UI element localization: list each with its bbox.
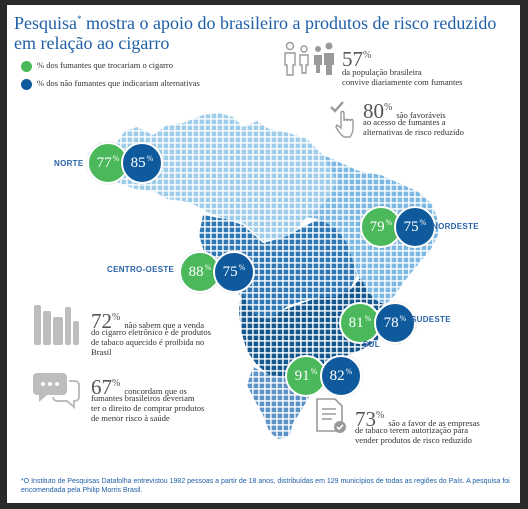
stat-67-text: fumantes brasileiros deveriam ter o direi…	[91, 393, 205, 423]
region-label-centro-oeste: CENTRO-OESTE	[107, 265, 175, 274]
stat-80: 80% são favoráveis	[363, 97, 446, 123]
centro-oeste-nao-fumantes-circle: 75%	[213, 251, 255, 293]
stat-80-value: 80%	[363, 99, 393, 123]
footnote: *O Instituto de Pesquisas Datafolha entr…	[21, 478, 510, 494]
sul-fumantes-value: 91%	[294, 367, 318, 384]
stat-72-text: do cigarro eletrônico e de produtos de ta…	[91, 327, 212, 357]
legend-item-fumantes: % dos fumantes que trocariam o cigarro	[21, 60, 173, 72]
hand-check-icon	[330, 101, 354, 138]
stat-57-text: da população brasileira convive diariamen…	[342, 67, 463, 87]
legend-label-fumantes: % dos fumantes que trocariam o cigarro	[37, 60, 173, 70]
document-check-icon	[316, 398, 346, 433]
centro-oeste-fumantes-value: 88%	[188, 263, 212, 280]
norte-nao-fumantes-circle: 85%	[121, 142, 163, 184]
sudeste-nao-fumantes-circle: 78%	[374, 302, 416, 344]
stat-72: 72% não sabem que a venda	[91, 307, 204, 333]
norte-fumantes-value: 77%	[96, 154, 120, 171]
region-label-sudeste: SUDESTE	[411, 315, 451, 324]
stat-57-value: 57%	[342, 47, 372, 71]
page-title: Pesquisa* mostra o apoio do brasileiro a…	[14, 13, 497, 53]
stat-57: 57%	[342, 45, 371, 70]
centro-oeste-nao-fumantes-value: 75%	[222, 263, 246, 280]
stat-73: 73% são a favor de as empresas	[355, 405, 480, 431]
stat-73-value: 73%	[355, 407, 385, 431]
region-label-sul: SUL	[363, 340, 380, 349]
speech-bubbles-icon	[33, 373, 80, 409]
nordeste-nao-fumantes-circle: 75%	[394, 206, 436, 248]
sudeste-fumantes-value: 81%	[348, 314, 372, 331]
stat-67-text-line1: concordam que os	[124, 386, 187, 396]
sudeste-nao-fumantes-value: 78%	[383, 314, 407, 331]
legend-swatch-green	[21, 60, 32, 72]
stat-72-value: 72%	[91, 309, 121, 333]
devices-icon	[34, 305, 79, 345]
norte-nao-fumantes-value: 85%	[130, 154, 154, 171]
stat-80-text: ao acesso de fumantes a alternativas de r…	[363, 117, 464, 137]
stat-80-text-line1: são favoráveis	[396, 110, 446, 120]
sul-nao-fumantes-circle: 82%	[320, 355, 362, 397]
stat-73-text: de tabaco terem autorização para vender p…	[355, 425, 472, 445]
stat-67: 67% concordam que os	[91, 373, 187, 399]
nordeste-fumantes-value: 79%	[369, 218, 393, 235]
nordeste-nao-fumantes-value: 75%	[403, 218, 427, 235]
infographic-card: Pesquisa* mostra o apoio do brasileiro a…	[7, 5, 520, 503]
sul-nao-fumantes-value: 82%	[329, 367, 353, 384]
legend-swatch-blue	[21, 78, 32, 90]
region-label-norte: NORTE	[54, 159, 84, 168]
legend-item-nao-fumantes: % dos não fumantes que indicariam altern…	[21, 78, 200, 90]
legend-label-nao-fumantes: % dos não fumantes que indicariam altern…	[37, 78, 200, 88]
stat-67-value: 67%	[91, 375, 121, 399]
stat-72-text-line1: não sabem que a venda	[124, 320, 205, 330]
people-icon	[284, 41, 334, 76]
stat-73-text-line1: são a favor de as empresas	[388, 418, 480, 428]
region-label-nordeste: NORDESTE	[432, 222, 479, 231]
